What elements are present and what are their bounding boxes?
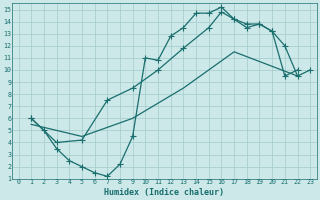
X-axis label: Humidex (Indice chaleur): Humidex (Indice chaleur) bbox=[104, 188, 224, 197]
